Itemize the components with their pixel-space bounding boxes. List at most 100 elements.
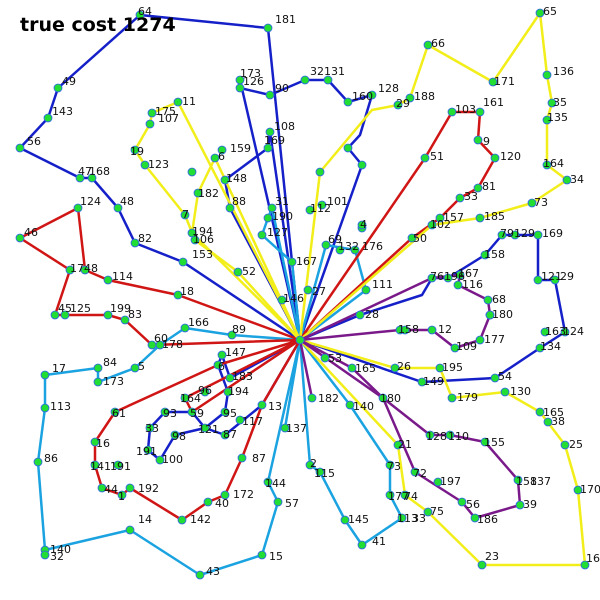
node-35 xyxy=(547,98,557,108)
node-label: 137 xyxy=(530,475,551,488)
node-label: 166 xyxy=(188,316,209,329)
node-label: 98 xyxy=(172,430,186,443)
node-label: 27 xyxy=(312,285,326,298)
node-label: 120 xyxy=(500,150,521,163)
node-label: 183 xyxy=(232,370,253,383)
node-179 xyxy=(447,393,457,403)
node-label: 103 xyxy=(455,103,476,116)
node-115 xyxy=(315,467,325,477)
node-178 xyxy=(155,340,165,350)
route-dark-blue-2 xyxy=(223,130,302,341)
node-label: 43 xyxy=(206,565,220,578)
node-label: 69 xyxy=(328,233,342,246)
node-197 xyxy=(433,477,443,487)
node-74 xyxy=(400,490,410,500)
node-label: 169 xyxy=(542,227,563,240)
node-label: 114 xyxy=(112,270,133,283)
node-173 xyxy=(93,377,103,387)
node-38 xyxy=(543,417,553,427)
node-label: 33 xyxy=(464,190,478,203)
node-190 xyxy=(263,213,273,223)
node-label: 84 xyxy=(103,356,117,369)
node-84 xyxy=(93,363,103,373)
depot-layer xyxy=(295,335,305,345)
node-170 xyxy=(573,485,583,495)
node-label: 179 xyxy=(457,391,478,404)
node-103 xyxy=(447,107,457,117)
node-label: 130 xyxy=(510,385,531,398)
node-41 xyxy=(357,540,367,550)
node-label: 180 xyxy=(380,392,401,405)
node-75 xyxy=(527,198,537,208)
node-label: 6 xyxy=(218,360,225,373)
node-47 xyxy=(75,173,85,183)
node-177 xyxy=(475,335,485,345)
node-64 xyxy=(135,10,145,20)
node-label: 66 xyxy=(431,37,445,50)
route-red-12 xyxy=(93,338,302,522)
node-136 xyxy=(542,70,552,80)
node-label: 31 xyxy=(275,195,289,208)
node-15 xyxy=(257,550,267,560)
node-21 xyxy=(393,440,403,450)
node-56 xyxy=(15,143,25,153)
node-label: 146 xyxy=(283,292,304,305)
node-144 xyxy=(263,477,273,487)
node-label: 159 xyxy=(230,142,251,155)
node-165 xyxy=(535,407,545,417)
node-43 xyxy=(195,570,205,580)
node-label: 158 xyxy=(484,248,505,261)
node-label: 165 xyxy=(543,406,564,419)
node-label: 113 xyxy=(397,512,418,525)
node-label: 74 xyxy=(404,490,418,503)
node-label: 17 xyxy=(52,362,66,375)
route-yellow-14 xyxy=(298,11,569,341)
node-114 xyxy=(103,275,113,285)
node-30 xyxy=(315,167,325,177)
node-33 xyxy=(455,193,465,203)
node-13 xyxy=(257,400,267,410)
node-label: 81 xyxy=(482,180,496,193)
node-label: 149 xyxy=(423,375,444,388)
node-label: 181 xyxy=(275,13,296,26)
node-label: 50 xyxy=(413,232,427,245)
node-label: 164 xyxy=(180,392,201,405)
node-122 xyxy=(357,160,367,170)
node-171 xyxy=(488,77,498,87)
node-label: 82 xyxy=(138,232,152,245)
node-label: 13 xyxy=(268,400,282,413)
node-label: 90 xyxy=(275,82,289,95)
node-26 xyxy=(390,363,400,373)
cost-title: true cost 1274 xyxy=(20,14,176,36)
node-label: 75 xyxy=(430,505,444,518)
nodes-layer xyxy=(15,8,590,580)
node-106 xyxy=(190,235,200,245)
node-141 xyxy=(90,460,100,470)
node-label: 102 xyxy=(430,218,451,231)
node-196 xyxy=(443,273,453,283)
node-147 xyxy=(217,350,227,360)
node-9 xyxy=(473,135,483,145)
node-label: 28 xyxy=(365,308,379,321)
node-34 xyxy=(562,175,572,185)
node-172 xyxy=(220,490,230,500)
node-192 xyxy=(125,483,135,493)
node-168 xyxy=(87,173,97,183)
node-label: 134 xyxy=(540,340,561,353)
node-2 xyxy=(305,460,315,470)
node-131 xyxy=(323,75,333,85)
node-191_b xyxy=(113,460,123,470)
node-label: 194 xyxy=(228,385,249,398)
node-199 xyxy=(103,310,113,320)
node-31 xyxy=(267,203,277,213)
node-label: 95 xyxy=(223,407,237,420)
node-label: 177 xyxy=(388,490,409,503)
node-label: 25 xyxy=(569,438,583,451)
node-180 xyxy=(378,393,388,403)
node-165_b xyxy=(347,363,357,373)
node-70 xyxy=(343,143,353,153)
node-label: 177 xyxy=(484,333,505,346)
node-49 xyxy=(53,83,63,93)
node-56_b xyxy=(457,497,467,507)
node-87_b xyxy=(220,430,230,440)
